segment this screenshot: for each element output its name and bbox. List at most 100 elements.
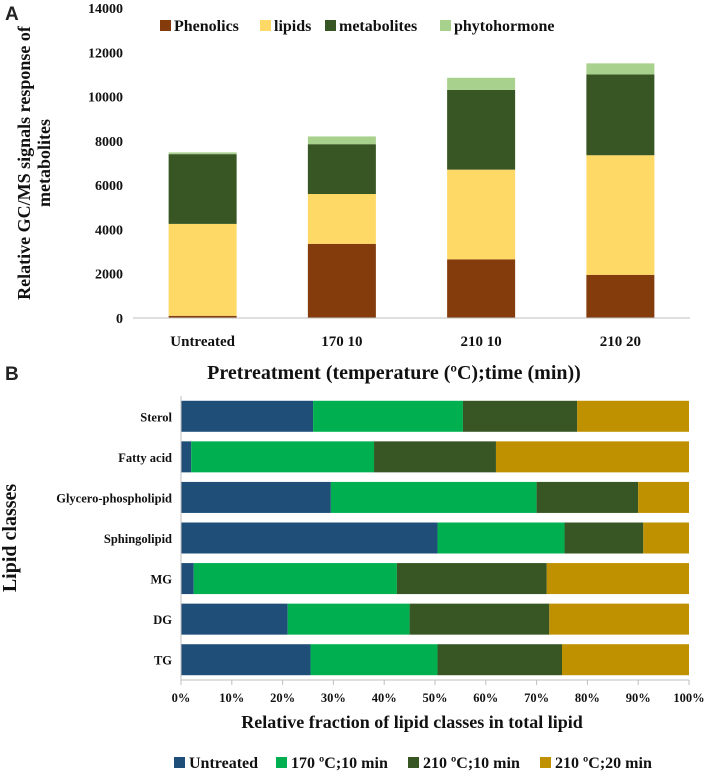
chart-b-category-labels: Sterol Fatty acid Glycero-phospholipid Sphi… xyxy=(56,410,172,667)
bar-glycero-phospholipid-untreated xyxy=(181,481,331,513)
bar-sterol-210-c-10-min xyxy=(462,400,578,432)
chart-b-x-tick-4: 40% xyxy=(372,691,397,705)
chart-b-category-mg: MG xyxy=(150,573,172,587)
panel-label-b: B xyxy=(5,364,19,385)
chart-b-x-tick-9: 90% xyxy=(626,691,651,705)
bar-mg-210-c-20-min xyxy=(546,563,689,595)
legend-label-phytohormone: phytohormone xyxy=(454,18,554,35)
chart-a-category-170-10: 170 10 xyxy=(321,334,362,350)
legend-swatch-210-c-10-min xyxy=(408,757,419,768)
chart-b-category-sphingolipid: Sphingolipid xyxy=(104,532,172,546)
bar-sterol-210-c-20-min xyxy=(577,400,689,432)
chart-b-x-tick-1: 10% xyxy=(219,691,244,705)
bar-mg-210-c-10-min xyxy=(396,563,547,595)
bar-glycero-phospholipid-210-c-10-min xyxy=(536,481,639,513)
chart-b-bars xyxy=(181,400,689,676)
chart-b-x-tick-5: 50% xyxy=(423,691,448,705)
chart-a-category-210-10: 210 10 xyxy=(461,334,502,350)
bar-tg-210-c-20-min xyxy=(562,644,689,676)
chart-b-category-sterol: Sterol xyxy=(140,410,172,424)
legend-swatch-phytohormone xyxy=(440,20,451,31)
chart-b-category-fatty-acid: Fatty acid xyxy=(118,451,172,465)
bar-fatty-acid-untreated xyxy=(181,441,192,473)
chart-b-y-axis-title: Lipid classes xyxy=(0,484,21,593)
chart-a-y-ticks: 0 2000 4000 6000 8000 10000 12000 14000 xyxy=(88,2,123,327)
bar-sphingolipid-210-c-20-min xyxy=(643,522,689,554)
chart-b-legend: Untreated 170 ºC;10 min 210 ºC;10 min 210 º… xyxy=(174,755,652,772)
bar-sterol-untreated xyxy=(181,400,314,432)
chart-a-category-210-20: 210 20 xyxy=(600,334,641,350)
chart-b-x-tick-10: 100% xyxy=(673,691,704,705)
chart-a-y-axis-title-line-2: metabolites xyxy=(34,119,54,207)
bar-untreated-phenolics xyxy=(168,315,237,318)
chart-a-y-tick-2000: 2000 xyxy=(95,268,123,283)
bar-untreated-phytohormone xyxy=(168,152,237,155)
chart-a-y-tick-10000: 10000 xyxy=(88,91,123,106)
legend-swatch-210-c-20-min xyxy=(540,757,551,768)
chart-a-bars xyxy=(168,63,655,318)
bar-sterol-170-c-10-min xyxy=(313,400,463,432)
legend-swatch-metabolites xyxy=(325,20,336,31)
bar-dg-210-c-10-min xyxy=(409,603,550,635)
bar-dg-170-c-10-min xyxy=(287,603,410,635)
chart-b-x-tick-3: 30% xyxy=(321,691,346,705)
chart-b-x-tick-8: 80% xyxy=(575,691,600,705)
legend-label-170-c-10-min: 170 ºC;10 min xyxy=(291,755,388,772)
bar-210-10-phenolics xyxy=(447,259,516,318)
bar-untreated-metabolites xyxy=(168,154,237,224)
chart-b-x-tick-0: 0% xyxy=(172,691,191,705)
bar-mg-untreated xyxy=(181,563,194,595)
chart-a-category-untreated: Untreated xyxy=(170,334,235,350)
chart-b-category-dg: DG xyxy=(153,613,172,627)
legend-label-210-c-10-min: 210 ºC;10 min xyxy=(423,755,520,772)
chart-a-y-tick-12000: 12000 xyxy=(88,46,123,61)
bar-sphingolipid-210-c-10-min xyxy=(564,522,644,554)
chart-b: Sterol Fatty acid Glycero-phospholipid Sphi… xyxy=(0,396,705,772)
bar-170-10-phytohormone xyxy=(307,136,376,145)
chart-b-category-tg: TG xyxy=(154,654,172,668)
bar-fatty-acid-210-c-20-min xyxy=(495,441,689,473)
bar-sphingolipid-untreated xyxy=(181,522,438,554)
chart-b-x-ticks: 0% 10% 20% 30% 40% 50% 60% 70% 80% 90% 100% xyxy=(172,680,705,705)
bar-170-10-lipids xyxy=(307,194,376,244)
chart-b-category-glycero-phospholipid: Glycero-phospholipid xyxy=(56,491,172,505)
bar-sphingolipid-170-c-10-min xyxy=(437,522,565,554)
bar-tg-untreated xyxy=(181,644,311,676)
legend-label-metabolites: metabolites xyxy=(339,18,417,35)
chart-a-x-axis-title: Pretreatment (temperature (ºC);time (min… xyxy=(207,362,581,384)
legend-swatch-lipids xyxy=(260,20,271,31)
bar-170-10-metabolites xyxy=(307,144,376,194)
legend-label-untreated: Untreated xyxy=(189,755,258,772)
bar-tg-170-c-10-min xyxy=(310,644,438,676)
bar-glycero-phospholipid-170-c-10-min xyxy=(330,481,537,513)
chart-a-y-axis-title-line-1: Relative GC/MS signals response of xyxy=(14,25,34,300)
chart-b-x-tick-6: 60% xyxy=(473,691,498,705)
chart-a-y-tick-4000: 4000 xyxy=(95,223,123,238)
chart-a: Phenolics lipids metabolites phytohormone 0… xyxy=(14,2,690,384)
bar-210-20-phenolics xyxy=(586,274,655,318)
bar-untreated-lipids xyxy=(168,223,237,316)
bar-210-20-lipids xyxy=(586,155,655,275)
bar-210-20-metabolites xyxy=(586,74,655,156)
chart-b-x-axis-title: Relative fraction of lipid classes in to… xyxy=(241,712,583,732)
bar-170-10-phenolics xyxy=(307,243,376,318)
chart-a-y-tick-14000: 14000 xyxy=(88,2,123,17)
legend-label-lipids: lipids xyxy=(274,18,311,35)
legend-label-phenolics: Phenolics xyxy=(174,18,239,35)
chart-b-x-tick-7: 70% xyxy=(524,691,549,705)
bar-dg-210-c-20-min xyxy=(549,603,689,635)
legend-swatch-phenolics xyxy=(160,20,171,31)
chart-a-y-tick-8000: 8000 xyxy=(95,135,123,150)
chart-b-x-tick-2: 20% xyxy=(270,691,295,705)
bar-dg-untreated xyxy=(181,603,288,635)
chart-a-legend: Phenolics lipids metabolites phytohormone xyxy=(160,18,554,35)
legend-label-210-c-20-min: 210 ºC;20 min xyxy=(555,755,652,772)
panel-label-a: A xyxy=(5,4,19,25)
bar-glycero-phospholipid-210-c-20-min xyxy=(638,481,689,513)
bar-210-10-lipids xyxy=(447,169,516,260)
chart-a-y-tick-6000: 6000 xyxy=(95,179,123,194)
bar-fatty-acid-210-c-10-min xyxy=(374,441,496,473)
chart-a-y-tick-0: 0 xyxy=(116,312,123,327)
bar-mg-170-c-10-min xyxy=(193,563,397,595)
